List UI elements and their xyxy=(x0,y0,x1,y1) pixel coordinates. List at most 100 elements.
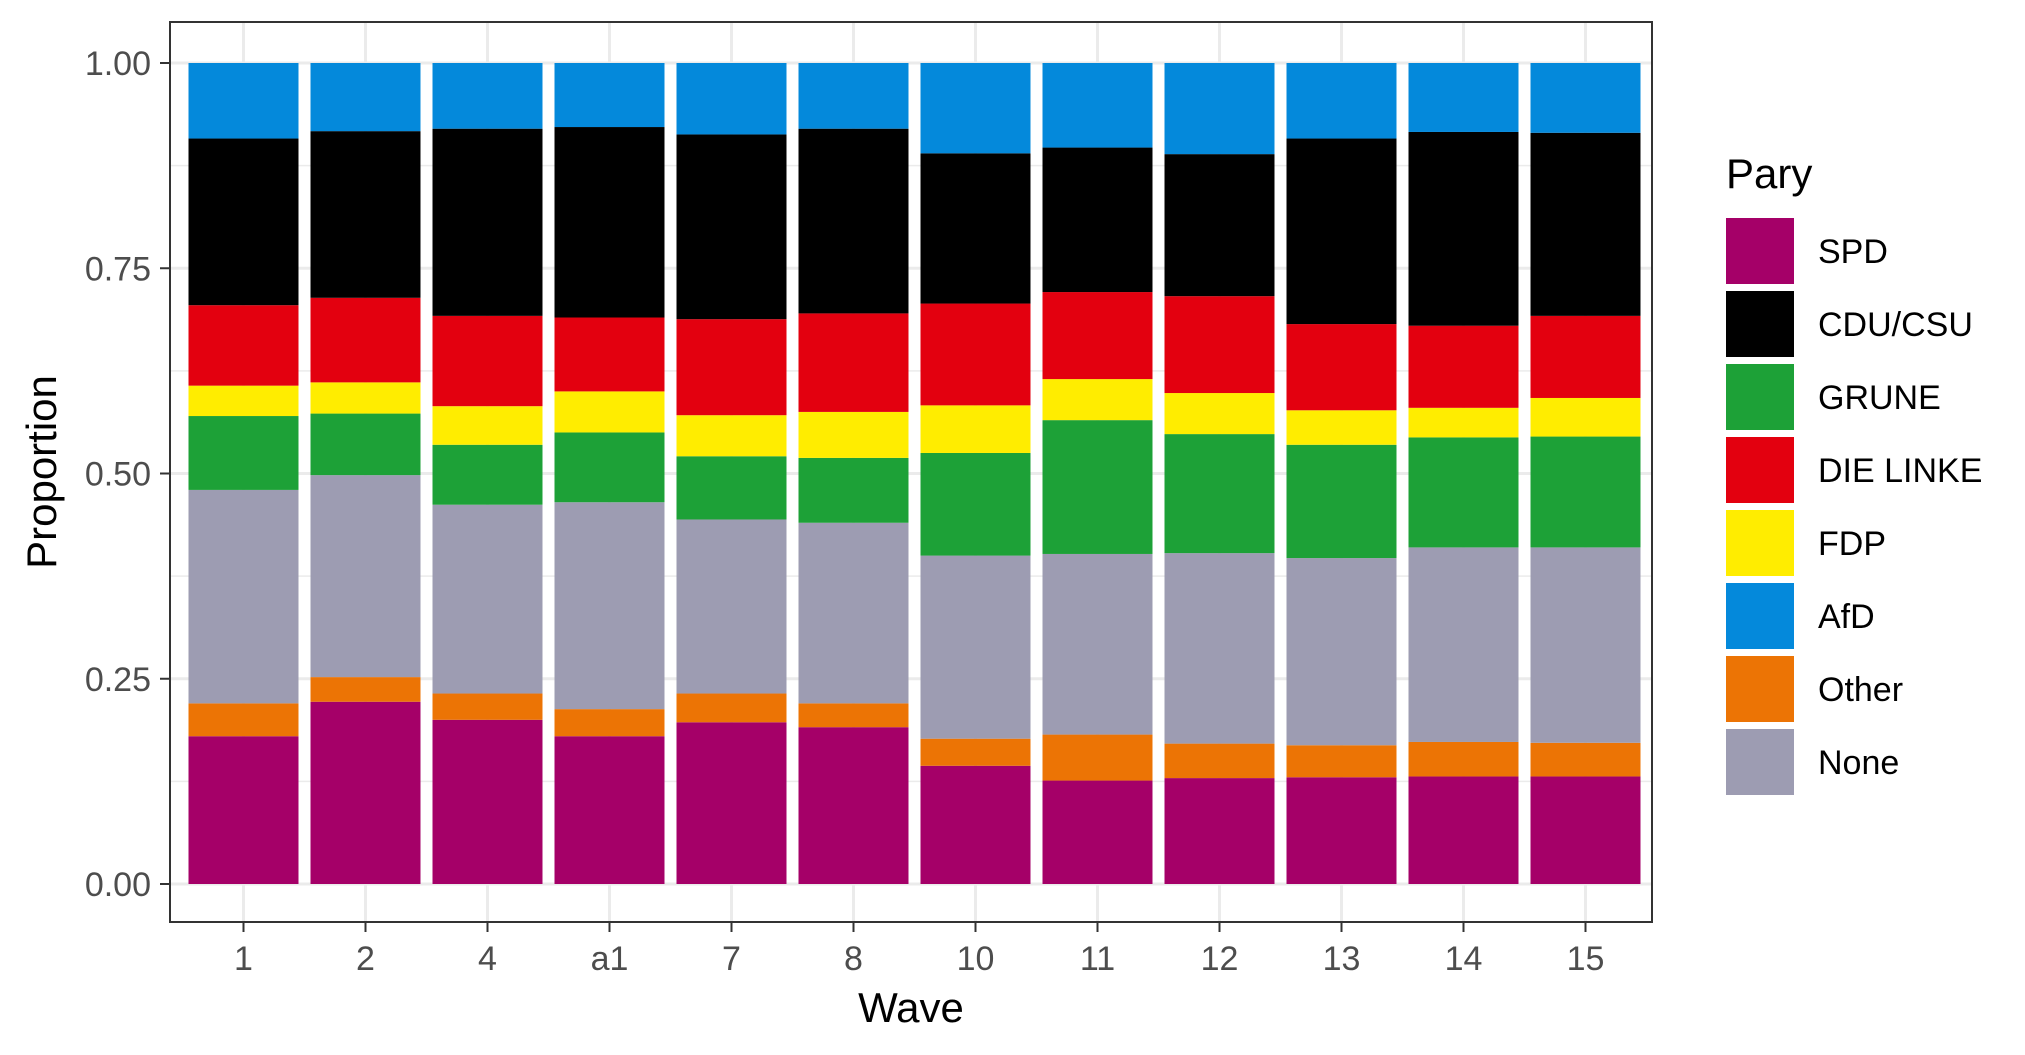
legend-key-fdp xyxy=(1726,510,1794,576)
bar-afd xyxy=(1286,63,1397,139)
x-tick-label: 11 xyxy=(1080,940,1115,978)
bar-fdp xyxy=(432,406,543,445)
bar-fdp xyxy=(310,382,421,414)
y-axis-title: Proportion xyxy=(18,375,65,569)
bar-afd xyxy=(798,63,909,129)
legend-key-grune xyxy=(1726,364,1794,430)
bars xyxy=(188,63,1641,884)
bar-die-linke xyxy=(1164,296,1275,394)
bar-die-linke xyxy=(798,313,909,412)
y-axis: 0.00 0.25 0.50 0.75 1.00 xyxy=(85,45,170,904)
legend-key-none xyxy=(1726,729,1794,795)
bar-die-linke xyxy=(554,317,665,392)
bar-other xyxy=(432,693,543,720)
legend-key-other xyxy=(1726,656,1794,722)
legend-key-cdu-csu xyxy=(1726,291,1794,357)
bar-afd xyxy=(1164,63,1275,155)
bar-grune xyxy=(1286,444,1397,559)
bar-afd xyxy=(432,63,543,129)
y-tick-label: 0.00 xyxy=(85,866,151,904)
bar-spd xyxy=(1530,776,1641,884)
bar-fdp xyxy=(188,385,299,417)
bar-grune xyxy=(676,456,787,520)
bar-spd xyxy=(1164,778,1275,884)
bar-cdu-csu xyxy=(188,138,299,306)
bar-fdp xyxy=(1530,397,1641,437)
legend-label-afd: AfD xyxy=(1818,598,1875,636)
bar-die-linke xyxy=(1286,324,1397,411)
bar-afd xyxy=(1042,63,1153,148)
bar-fdp xyxy=(1164,393,1275,435)
legend-label-grune: GRUNE xyxy=(1818,379,1941,417)
bar-spd xyxy=(1408,776,1519,884)
legend-label-spd: SPD xyxy=(1818,233,1888,271)
bar-other xyxy=(1408,741,1519,777)
bar-die-linke xyxy=(1042,292,1153,380)
bar-grune xyxy=(1042,420,1153,554)
bar-cdu-csu xyxy=(1042,147,1153,293)
bar-cdu-csu xyxy=(1408,131,1519,326)
bar-afd xyxy=(1408,63,1519,132)
bar-none xyxy=(310,475,421,678)
bar-none xyxy=(676,519,787,694)
x-tick-label: 8 xyxy=(844,940,863,978)
bar-none xyxy=(1408,547,1519,742)
bar-die-linke xyxy=(1408,325,1519,408)
bar-afd xyxy=(188,63,299,139)
bar-spd xyxy=(554,736,665,884)
bar-other xyxy=(554,709,665,737)
bar-die-linke xyxy=(676,319,787,416)
y-tick-label: 1.00 xyxy=(85,45,151,83)
bar-fdp xyxy=(554,391,665,433)
bar-none xyxy=(1530,547,1641,743)
bar-cdu-csu xyxy=(432,128,543,316)
bar-fdp xyxy=(798,411,909,458)
bar-cdu-csu xyxy=(1164,154,1275,297)
legend-key-die-linke xyxy=(1726,437,1794,503)
bar-die-linke xyxy=(188,305,299,386)
bar-grune xyxy=(432,444,543,505)
bar-afd xyxy=(920,63,1031,154)
x-tick-label: 1 xyxy=(234,940,253,978)
bar-spd xyxy=(432,719,543,884)
bar-spd xyxy=(188,736,299,884)
bar-none xyxy=(1042,553,1153,735)
bar-other xyxy=(1042,734,1153,781)
bar-die-linke xyxy=(310,297,421,383)
bar-spd xyxy=(310,701,421,884)
y-tick-label: 0.75 xyxy=(85,250,151,288)
bar-grune xyxy=(1164,434,1275,554)
bar-spd xyxy=(798,727,909,884)
bar-none xyxy=(1164,553,1275,744)
bar-grune xyxy=(554,432,665,503)
bar-grune xyxy=(1530,436,1641,548)
legend-label-other: Other xyxy=(1818,671,1903,709)
y-tick-label: 0.25 xyxy=(85,661,151,699)
x-tick-label: 2 xyxy=(356,940,375,978)
bar-other xyxy=(1286,745,1397,778)
bar-none xyxy=(798,522,909,704)
x-tick-label: 14 xyxy=(1445,940,1483,978)
bar-cdu-csu xyxy=(1286,138,1397,325)
bar-fdp xyxy=(1042,379,1153,421)
legend-key-spd xyxy=(1726,218,1794,284)
x-tick-label: 13 xyxy=(1323,940,1361,978)
y-tick-label: 0.50 xyxy=(85,456,151,494)
x-tick-label: 10 xyxy=(957,940,995,978)
x-tick-label: 4 xyxy=(478,940,497,978)
legend-label-cdu-csu: CDU/CSU xyxy=(1818,306,1973,344)
bar-other xyxy=(188,703,299,737)
panel-border xyxy=(169,21,1653,923)
bar-afd xyxy=(676,63,787,135)
legend-label-die-linke: DIE LINKE xyxy=(1818,452,1982,490)
legend-key-afd xyxy=(1726,583,1794,649)
bar-cdu-csu xyxy=(1530,132,1641,316)
bar-grune xyxy=(310,413,421,476)
bar-other xyxy=(920,738,1031,766)
bar-cdu-csu xyxy=(676,134,787,320)
bar-cdu-csu xyxy=(920,153,1031,304)
bar-fdp xyxy=(920,405,1031,453)
x-axis-title: Wave xyxy=(858,984,964,1031)
bar-none xyxy=(554,502,665,710)
